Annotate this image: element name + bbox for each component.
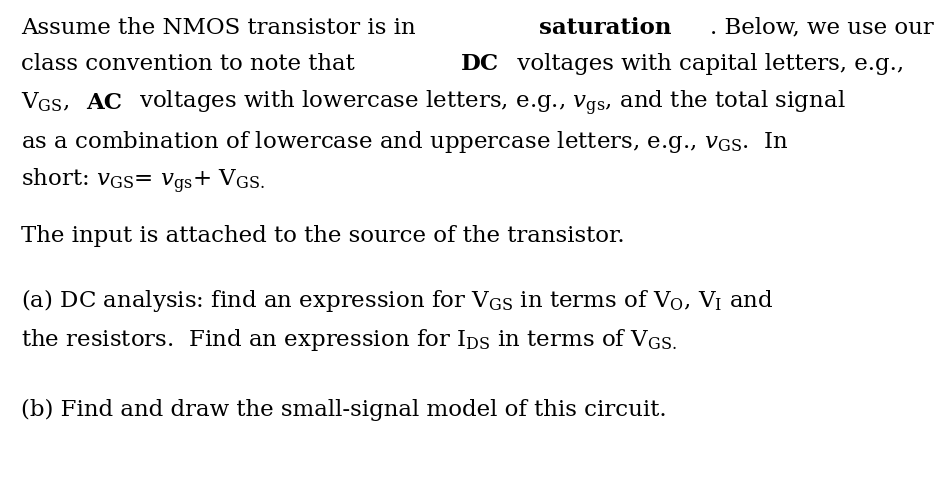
- Text: (b) Find and draw the small-signal model of this circuit.: (b) Find and draw the small-signal model…: [21, 399, 666, 421]
- Text: AC: AC: [86, 92, 122, 114]
- Text: the resistors.  Find an expression for I$_\mathregular{DS}$ in terms of V$_\math: the resistors. Find an expression for I$…: [21, 327, 677, 353]
- Text: Assume the NMOS transistor is in: Assume the NMOS transistor is in: [21, 17, 423, 39]
- Text: class convention to note that: class convention to note that: [21, 53, 362, 75]
- Text: V$_\mathregular{GS}$,: V$_\mathregular{GS}$,: [21, 91, 71, 115]
- Text: DC: DC: [461, 53, 499, 75]
- Text: saturation: saturation: [540, 17, 672, 39]
- Text: voltages with lowercase letters, e.g., $\it{v}$$_\mathregular{gs}$, and the tota: voltages with lowercase letters, e.g., $…: [133, 90, 846, 119]
- Text: . Below, we use our: . Below, we use our: [711, 17, 934, 39]
- Text: The input is attached to the source of the transistor.: The input is attached to the source of t…: [21, 225, 624, 247]
- Text: short: $\it{v}$$_\mathregular{GS}$= $\it{v}$$_\mathregular{gs}$+ V$_\mathregular: short: $\it{v}$$_\mathregular{GS}$= $\it…: [21, 167, 265, 196]
- Text: as a combination of lowercase and uppercase letters, e.g., $\it{v}$$_\mathregula: as a combination of lowercase and upperc…: [21, 129, 788, 154]
- Text: voltages with capital letters, e.g.,: voltages with capital letters, e.g.,: [509, 53, 904, 75]
- Text: (a) DC analysis: find an expression for V$_\mathregular{GS}$ in terms of V$_\mat: (a) DC analysis: find an expression for …: [21, 287, 773, 314]
